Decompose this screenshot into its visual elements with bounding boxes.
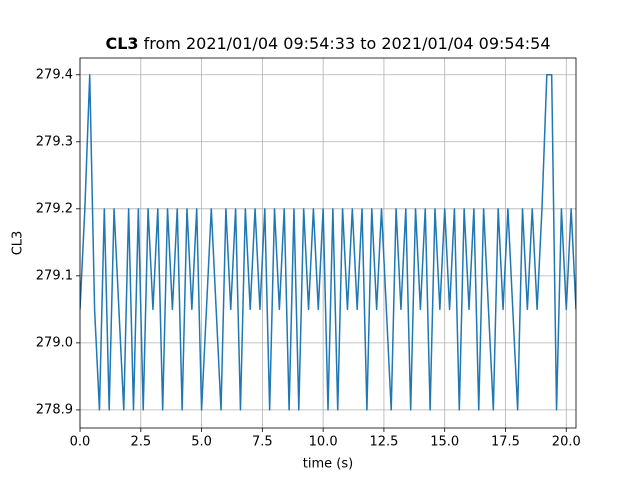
y-axis-label: CL3 bbox=[11, 231, 26, 256]
x-axis-label: time (s) bbox=[303, 457, 353, 472]
x-tick-label: 5.0 bbox=[191, 435, 212, 450]
x-tick-label: 15.0 bbox=[430, 435, 459, 450]
plot-frame bbox=[79, 57, 577, 429]
x-tick-label: 20.0 bbox=[552, 435, 581, 450]
y-tick-label: 279.4 bbox=[36, 67, 73, 82]
y-tick-label: 279.2 bbox=[36, 201, 73, 216]
x-tick-label: 0.0 bbox=[70, 435, 91, 450]
y-tick-label: 279.1 bbox=[36, 268, 73, 283]
x-tick-label: 2.5 bbox=[130, 435, 151, 450]
x-tick-label: 17.5 bbox=[491, 435, 520, 450]
x-tick-label: 7.5 bbox=[252, 435, 273, 450]
title-variable: CL3 bbox=[105, 34, 138, 53]
y-tick-label: 279.0 bbox=[36, 335, 73, 350]
y-tick-label: 279.3 bbox=[36, 134, 73, 149]
chart-title: CL3 from 2021/01/04 09:54:33 to 2021/01/… bbox=[105, 34, 550, 53]
title-text: from 2021/01/04 09:54:33 to 2021/01/04 0… bbox=[144, 34, 551, 53]
x-tick-label: 10.0 bbox=[309, 435, 338, 450]
y-tick-label: 278.9 bbox=[36, 402, 73, 417]
data-line bbox=[80, 74, 576, 411]
x-tick-label: 12.5 bbox=[369, 435, 398, 450]
